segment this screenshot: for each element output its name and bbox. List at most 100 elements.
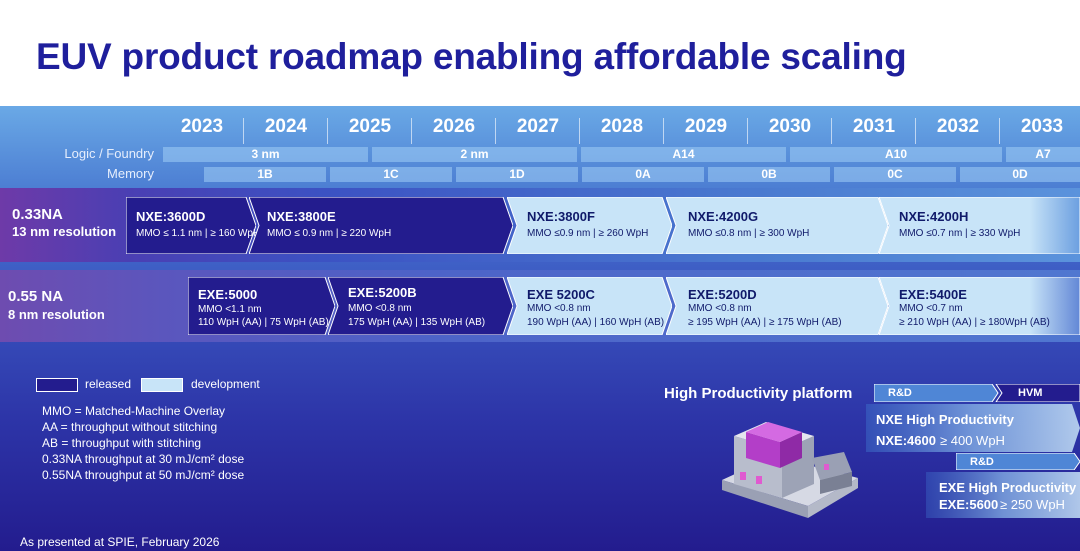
year-label: 2023 [180, 116, 224, 137]
memory-node: 1D [456, 167, 578, 182]
product-name: EXE:5200D [688, 287, 757, 302]
memory-node: 0D [960, 167, 1080, 182]
page-title: EUV product roadmap enabling affordable … [36, 36, 907, 77]
hp-timeline-bottom [956, 453, 1080, 470]
memory-node: 0B [708, 167, 830, 182]
product-name: NXE:3800E [267, 209, 336, 224]
product-spec: 110 WpH (AA) | 75 WpH (AB) [198, 317, 329, 328]
product-name: EXE:5200B [348, 285, 417, 300]
notes: MMO = Matched-Machine Overlay AA = throu… [42, 403, 244, 483]
legend-released-swatch [36, 378, 78, 392]
logic-node: 2 nm [372, 147, 577, 162]
note-line: AB = throughput with stitching [42, 436, 202, 450]
product-spec: MMO <0.7 nm [899, 303, 963, 314]
year-divider [327, 118, 328, 144]
product-spec: ≥ 195 WpH (AA) | ≥ 175 WpH (AB) [688, 317, 842, 328]
product-spec: MMO <0.8 nm [527, 303, 591, 314]
product-name: NXE:4200H [899, 209, 969, 224]
hp-nxe-spec: ≥ 400 WpH [940, 433, 1005, 448]
memory-node: 0A [582, 167, 704, 182]
product-nxe4200g: NXE:4200G MMO ≤0.8 nm | ≥ 300 WpH [666, 197, 888, 254]
year-label: 2025 [348, 116, 392, 137]
hp-timeline-top [874, 384, 1080, 402]
logic-node: A7 [1006, 147, 1080, 162]
memory-node: 1C [330, 167, 452, 182]
hp-hvm-label: HVM [1018, 387, 1043, 399]
footer: As presented at SPIE, February 2026 [20, 535, 220, 549]
euv-machine-illustration [722, 422, 858, 518]
year-label: 2024 [264, 116, 308, 137]
hp-exe-model: EXE:5600 [939, 497, 999, 512]
product-exe5200d: EXE:5200D MMO <0.8 nm ≥ 195 WpH (AA) | ≥… [666, 277, 888, 335]
hp-nxe-title: NXE High Productivity [876, 412, 1014, 427]
hp-exe-title: EXE High Productivity [939, 480, 1077, 495]
hp-rd-label: R&D [888, 387, 912, 399]
product-name: EXE:5000 [198, 287, 258, 302]
product-spec: 190 WpH (AA) | 160 WpH (AB) [527, 317, 665, 328]
product-spec: ≥ 210 WpH (AA) | ≥ 180WpH (AB) [899, 317, 1050, 328]
note-line: 0.33NA throughput at 30 mJ/cm² dose [42, 452, 245, 466]
hp-rd2-label: R&D [970, 456, 994, 468]
na033-resolution: 13 nm resolution [12, 224, 117, 239]
product-nxe4200h: NXE:4200H MMO ≤0.7 nm | ≥ 330 WpH [879, 197, 1080, 254]
note-line: 0.55NA throughput at 50 mJ/cm² dose [42, 468, 245, 482]
legend-development-label: development [191, 377, 260, 391]
logic-node: A14 [581, 147, 786, 162]
na055-label: 0.55 NA [8, 288, 64, 305]
year-label: 2032 [936, 116, 980, 137]
na033-label: 0.33NA [12, 206, 63, 223]
product-spec: MMO ≤ 0.9 nm | ≥ 220 WpH [267, 228, 392, 239]
product-spec: MMO <0.8 nm [688, 303, 752, 314]
logic-node: A10 [790, 147, 1002, 162]
year-divider [915, 118, 916, 144]
memory-node: 0C [834, 167, 956, 182]
product-name: NXE:3600D [136, 209, 206, 224]
product-name: EXE 5200C [527, 287, 595, 302]
hp-nxe-box [866, 404, 1080, 452]
product-name: EXE:5400E [899, 287, 967, 302]
year-label: 2033 [1020, 116, 1064, 137]
hp-exe-box [926, 472, 1080, 518]
hp-nxe-model: NXE:4600 [876, 433, 936, 448]
year-label: 2030 [768, 116, 812, 137]
logic-foundry-label: Logic / Foundry [64, 146, 154, 161]
product-spec: MMO <1.1 nm [198, 304, 262, 315]
product-exe5200c: EXE 5200C MMO <0.8 nm 190 WpH (AA) | 160… [507, 277, 672, 335]
year-divider [747, 118, 748, 144]
product-exe5000: EXE:5000 MMO <1.1 nm 110 WpH (AA) | 75 W… [188, 277, 335, 335]
year-divider [243, 118, 244, 144]
na055-resolution: 8 nm resolution [8, 307, 105, 322]
year-axis: 2023 2024 2025 2026 2027 2028 2029 2030 … [160, 116, 1080, 144]
product-spec: MMO <0.8 nm [348, 303, 412, 314]
year-label: 2028 [600, 116, 644, 137]
year-label: 2029 [684, 116, 728, 137]
product-exe5400e: EXE:5400E MMO <0.7 nm ≥ 210 WpH (AA) | ≥… [879, 277, 1080, 335]
year-label: 2027 [516, 116, 560, 137]
hp-title: High Productivity platform [664, 385, 853, 402]
year-divider [411, 118, 412, 144]
product-exe5200b: EXE:5200B MMO <0.8 nm 175 WpH (AA) | 135… [328, 277, 513, 335]
year-divider [579, 118, 580, 144]
legend-released-label: released [85, 377, 132, 391]
legend-development-swatch [141, 378, 183, 392]
year-label: 2026 [432, 116, 476, 137]
product-spec: 175 WpH (AA) | 135 WpH (AB) [348, 317, 486, 328]
product-nxe3600d: NXE:3600D MMO ≤ 1.1 nm | ≥ 160 WpH [126, 197, 260, 254]
product-name: NXE:4200G [688, 209, 759, 224]
note-line: AA = throughput without stitching [42, 420, 218, 434]
product-name: NXE:3800F [527, 209, 595, 224]
year-divider [999, 118, 1000, 144]
year-divider [831, 118, 832, 144]
year-divider [663, 118, 664, 144]
hp-exe-spec: ≥ 250 WpH [1000, 497, 1065, 512]
product-spec: MMO ≤0.7 nm | ≥ 330 WpH [899, 228, 1021, 239]
product-spec: MMO ≤ 1.1 nm | ≥ 160 WpH [136, 228, 261, 239]
note-line: MMO = Matched-Machine Overlay [42, 404, 226, 418]
product-nxe3800e: NXE:3800E MMO ≤ 0.9 nm | ≥ 220 WpH [249, 197, 513, 254]
memory-node: 1B [204, 167, 326, 182]
year-label: 2031 [852, 116, 896, 137]
product-spec: MMO ≤0.8 nm | ≥ 300 WpH [688, 228, 810, 239]
year-divider [495, 118, 496, 144]
product-nxe3800f: NXE:3800F MMO ≤0.9 nm | ≥ 260 WpH [507, 197, 672, 254]
product-spec: MMO ≤0.9 nm | ≥ 260 WpH [527, 228, 649, 239]
